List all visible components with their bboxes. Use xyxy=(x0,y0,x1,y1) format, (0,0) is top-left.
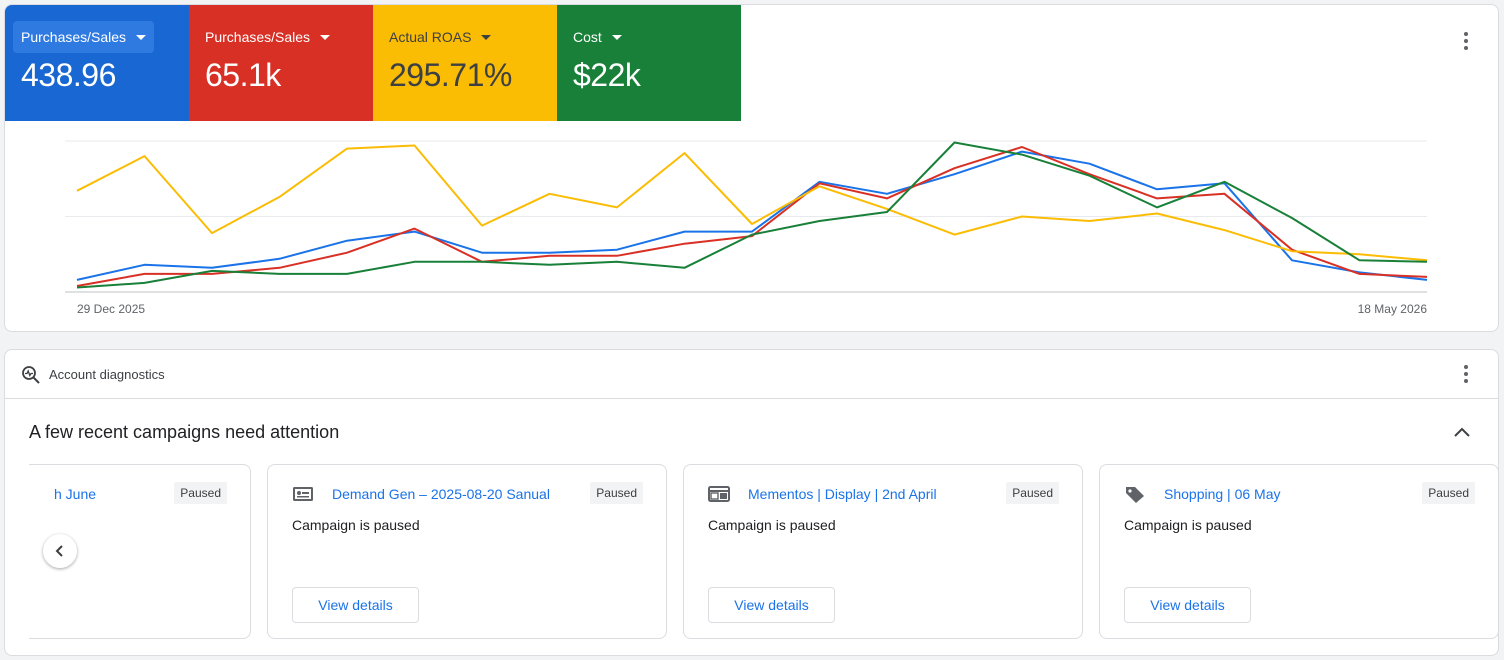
carousel-prev-button[interactable] xyxy=(43,534,77,568)
campaign-name-link[interactable]: Shopping | 06 May xyxy=(1164,486,1281,502)
view-details-button[interactable]: View details xyxy=(292,587,419,623)
metric-tile-cost[interactable]: Cost $22k xyxy=(557,5,741,121)
metric-selector[interactable]: Purchases/Sales xyxy=(13,21,155,53)
campaign-card: Demand Gen – 2025-08-20 Sanual Paused Ca… xyxy=(267,464,667,639)
series-line-3 xyxy=(76,141,1428,289)
view-details-button[interactable]: View details xyxy=(1124,587,1251,623)
series-line-1 xyxy=(76,146,1428,287)
chevron-up-icon[interactable] xyxy=(1450,420,1474,444)
dropdown-caret-icon xyxy=(481,34,492,40)
display-icon xyxy=(708,486,730,502)
metric-selector[interactable]: Actual ROAS xyxy=(389,29,492,45)
campaign-name-link[interactable]: h June xyxy=(54,486,97,502)
attention-heading: A few recent campaigns need attention xyxy=(29,422,340,442)
campaign-name-link[interactable]: Mementos | Display | 2nd April xyxy=(748,486,937,502)
demand-gen-icon xyxy=(293,487,313,501)
metric-value: $22k xyxy=(573,57,641,93)
x-tick-label-end: 18 May 2026 xyxy=(1358,302,1428,316)
metric-selector[interactable]: Cost xyxy=(573,29,622,45)
status-badge: Paused xyxy=(1422,482,1475,504)
dropdown-caret-icon xyxy=(320,34,331,40)
performance-line-chart: 29 Dec 2025 18 May 2026 xyxy=(65,140,1428,316)
status-badge: Paused xyxy=(590,482,643,504)
metric-tile-actual-roas[interactable]: Actual ROAS 295.71% xyxy=(373,5,557,121)
performance-card: Purchases/Sales 438.96 Purchases/Sales 6… xyxy=(4,4,1499,332)
series-line-0 xyxy=(76,150,1428,281)
diagnostics-header: Account diagnostics xyxy=(5,350,1498,399)
metric-selector[interactable]: Purchases/Sales xyxy=(205,29,331,45)
account-diagnostics-card: Account diagnostics A few recent campaig… xyxy=(4,349,1499,656)
diagnostics-search-icon xyxy=(22,366,40,384)
metric-value: 65.1k xyxy=(205,57,281,93)
campaign-status-message: Campaign is paused xyxy=(1124,517,1252,533)
campaign-card: Mementos | Display | 2nd April Paused Ca… xyxy=(683,464,1083,639)
more-options-icon[interactable] xyxy=(1454,29,1478,53)
metric-label: Purchases/Sales xyxy=(21,29,127,45)
metric-value: 295.71% xyxy=(389,57,512,93)
series-line-2 xyxy=(76,144,1428,262)
diagnostics-more-options-icon[interactable] xyxy=(1454,362,1478,386)
metric-tile-purchases-sales-1[interactable]: Purchases/Sales 438.96 xyxy=(5,5,189,121)
diagnostics-title: Account diagnostics xyxy=(49,367,165,382)
metric-tile-purchases-sales-2[interactable]: Purchases/Sales 65.1k xyxy=(189,5,373,121)
shopping-tag-icon xyxy=(1126,487,1144,503)
campaign-status-message: Campaign is paused xyxy=(708,517,836,533)
metric-label: Cost xyxy=(573,29,602,45)
chevron-left-icon xyxy=(55,545,63,557)
dropdown-caret-icon xyxy=(136,34,147,40)
status-badge: Paused xyxy=(1006,482,1059,504)
campaign-status-message: Campaign is paused xyxy=(292,517,420,533)
campaign-carousel: h June Paused Demand Gen – 2025-08-20 Sa… xyxy=(29,350,1498,655)
metric-label: Purchases/Sales xyxy=(205,29,311,45)
campaign-card: Shopping | 06 May Paused Campaign is pau… xyxy=(1099,464,1498,639)
x-tick-label-start: 29 Dec 2025 xyxy=(77,302,145,316)
campaign-name-link[interactable]: Demand Gen – 2025-08-20 Sanual xyxy=(332,486,550,502)
dropdown-caret-icon xyxy=(611,34,622,40)
status-badge: Paused xyxy=(174,482,227,504)
metric-label: Actual ROAS xyxy=(389,29,472,45)
view-details-button[interactable]: View details xyxy=(708,587,835,623)
metric-value: 438.96 xyxy=(21,57,116,93)
